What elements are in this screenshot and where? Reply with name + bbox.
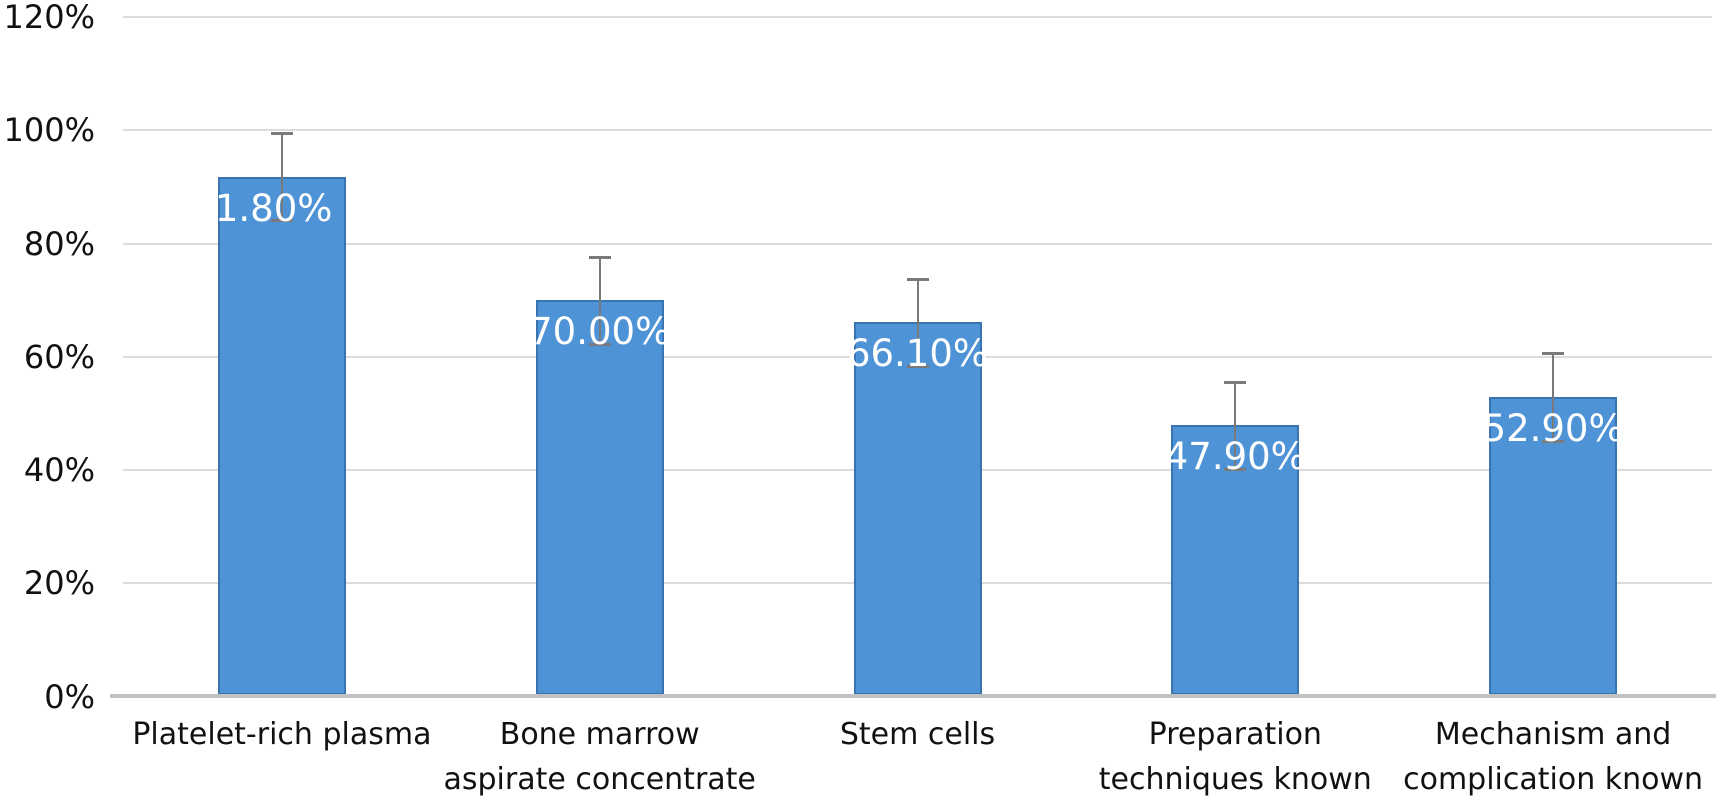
error-bar-bottom-cap-2	[588, 342, 611, 346]
y-tick-label-80%: 80%	[23, 224, 95, 263]
y-tick-label-0%: 0%	[44, 677, 95, 716]
bar-data-label-5: 52.90%	[1482, 406, 1624, 450]
error-bar-line-2	[598, 256, 601, 344]
bar-data-label-1: 91.80%	[191, 186, 333, 230]
x-category-label-1: Platelet-rich plasma	[132, 717, 432, 752]
bar-data-label-2: 70.00%	[529, 310, 671, 354]
y-tick-label-120%: 120%	[3, 0, 95, 36]
y-gridline-100%	[123, 129, 1712, 132]
x-category-label-4: Preparation techniques known	[1098, 717, 1372, 797]
error-bar-top-cap-5	[1542, 352, 1565, 356]
error-bar-bottom-cap-5	[1542, 439, 1565, 443]
y-tick-label-60%: 60%	[23, 337, 95, 376]
error-bar-line-5	[1552, 353, 1555, 441]
error-bar-line-1	[280, 133, 283, 221]
error-bar-line-3	[916, 278, 919, 366]
error-bar-top-cap-4	[1224, 380, 1247, 384]
y-gridline-120%	[123, 16, 1712, 18]
error-bar-bottom-cap-1	[270, 219, 293, 223]
y-tick-label-40%: 40%	[23, 451, 95, 489]
y-gridline-80%	[123, 242, 1712, 245]
y-tick-label-100%: 100%	[3, 111, 95, 150]
error-bar-bottom-cap-4	[1224, 467, 1247, 471]
bar-3	[853, 322, 982, 695]
bar-data-label-3: 66.10%	[846, 332, 989, 376]
error-bar-top-cap-1	[270, 132, 293, 136]
x-axis-line	[110, 694, 1716, 698]
bar-data-label-4: 47.90%	[1164, 435, 1306, 479]
bar-2	[535, 300, 664, 695]
error-bar-bottom-cap-3	[906, 364, 929, 368]
y-tick-label-20%: 20%	[23, 564, 95, 603]
x-category-label-2: Bone marrow aspirate concentrate	[443, 717, 756, 797]
bar-1	[217, 176, 346, 695]
x-category-label-5: Mechanism and complication known	[1403, 717, 1704, 797]
error-bar-top-cap-3	[906, 277, 929, 281]
error-bar-line-4	[1234, 381, 1237, 469]
x-category-label-3: Stem cells	[839, 717, 996, 752]
error-bar-top-cap-2	[588, 255, 611, 259]
